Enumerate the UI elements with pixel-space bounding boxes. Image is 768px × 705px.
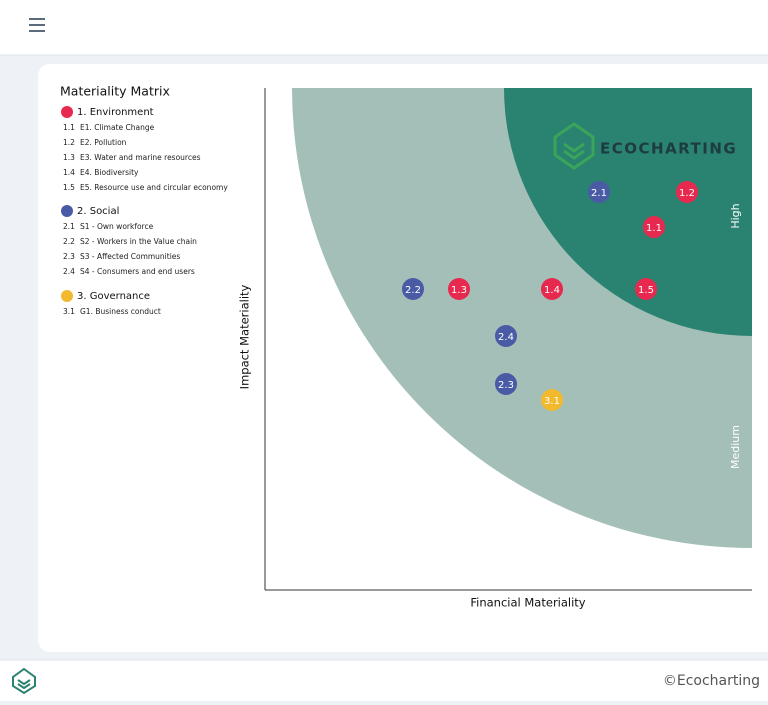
point-label: 1.4: [544, 285, 560, 296]
legend-item-id: 2.2: [63, 237, 75, 246]
legend-item-label: S3 - Affected Communities: [80, 252, 180, 261]
legend-item-label: S2 - Workers in the Value chain: [80, 237, 197, 246]
matrix-point: [402, 278, 424, 300]
legend-item-id: 3.1: [63, 307, 75, 316]
top-bar: [0, 0, 768, 55]
legend-dot: [61, 290, 73, 302]
matrix-point: [676, 181, 698, 203]
point-label: 1.5: [638, 285, 654, 296]
zones: [292, 88, 752, 548]
matrix-point: [588, 181, 610, 203]
legend-item-id: 1.2: [63, 138, 75, 147]
point-label: 2.2: [405, 285, 421, 296]
legend-item-id: 2.1: [63, 222, 75, 231]
legend-item-id: 1.1: [63, 123, 75, 132]
legend-item-label: E1. Climate Change: [80, 123, 155, 132]
footer-logo: [12, 667, 36, 695]
legend-item-label: E2. Pollution: [80, 138, 127, 147]
y-axis-title: Impact Materiality: [238, 284, 252, 389]
legend-item-id: 1.4: [63, 168, 75, 177]
legend-item-id: 2.4: [63, 267, 75, 276]
legend-dot: [61, 205, 73, 217]
legend-group: 3. Governance: [77, 291, 150, 302]
zone-high: [504, 88, 752, 336]
point-label: 2.3: [498, 380, 514, 391]
legend-item-label: E3. Water and marine resources: [80, 153, 201, 162]
watermark-logo: [553, 122, 595, 170]
legend-item-label: E5. Resource use and circular economy: [80, 183, 228, 192]
point-label: 3.1: [544, 396, 560, 407]
footer: [0, 660, 768, 701]
watermark-text: ECOCHARTING: [600, 140, 737, 158]
legend-item-label: G1. Business conduct: [80, 307, 161, 316]
menu-button[interactable]: [29, 18, 45, 32]
legend-dot: [61, 106, 73, 118]
matrix-point: [448, 278, 470, 300]
legend-item-id: 1.3: [63, 153, 75, 162]
legend-item-id: 2.3: [63, 252, 75, 261]
matrix-point: [541, 278, 563, 300]
zone-label: Medium: [729, 425, 742, 469]
copyright: ©Ecocharting: [663, 673, 760, 689]
matrix-point: [495, 325, 517, 347]
matrix-point: [635, 278, 657, 300]
legend-item-label: S1 - Own workforce: [80, 222, 154, 231]
point-label: 2.1: [591, 188, 607, 199]
point-label: 2.4: [498, 332, 514, 343]
zone-label: High: [729, 203, 742, 228]
legend-item-label: S4 - Consumers and end users: [80, 267, 195, 276]
point-label: 1.3: [451, 285, 467, 296]
legend-item-label: E4. Biodiversity: [80, 168, 139, 177]
matrix-point: [643, 216, 665, 238]
legend-item-id: 1.5: [63, 183, 75, 192]
matrix-point: [541, 389, 563, 411]
point-label: 1.2: [679, 188, 695, 199]
x-axis-title: Financial Materiality: [470, 596, 585, 610]
matrix-point: [495, 373, 517, 395]
legend-group: 1. Environment: [77, 107, 154, 118]
point-label: 1.1: [646, 223, 662, 234]
legend-title: Materiality Matrix: [60, 84, 170, 99]
legend-group: 2. Social: [77, 206, 119, 217]
